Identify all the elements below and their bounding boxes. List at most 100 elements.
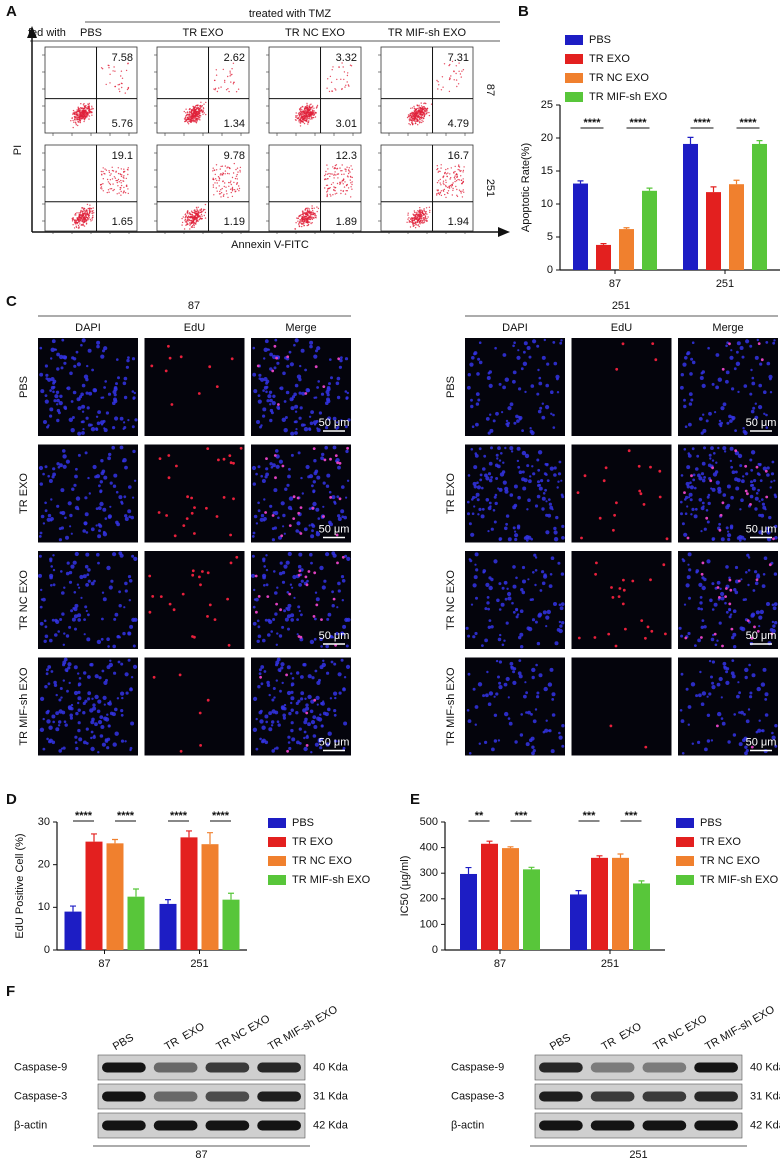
- nucleus-dot: [128, 579, 133, 583]
- edu-dot: [686, 536, 690, 540]
- event-dot: [453, 70, 455, 73]
- nucleus-dot: [80, 343, 83, 347]
- edu-dot: [285, 673, 288, 677]
- nucleus-dot: [478, 360, 483, 365]
- nucleus-dot: [549, 505, 554, 510]
- lane-label: TR MIF-sh EXO: [266, 1003, 340, 1053]
- nucleus-dot: [83, 671, 87, 675]
- event-dot: [344, 86, 346, 88]
- event-dot: [306, 102, 308, 105]
- event-dot: [201, 111, 203, 113]
- event-dot: [414, 122, 417, 125]
- event-dot: [75, 214, 77, 216]
- event-dot: [238, 187, 241, 190]
- nucleus-dot: [90, 423, 93, 427]
- nucleus-dot: [99, 480, 104, 484]
- nucleus-dot: [487, 607, 490, 611]
- event-dot: [196, 112, 199, 115]
- nucleus-dot: [63, 720, 67, 723]
- edu-dot: [617, 595, 621, 598]
- event-dot: [455, 79, 458, 81]
- nucleus-dot: [539, 589, 543, 592]
- nucleus-dot: [49, 389, 52, 392]
- nucleus-dot: [726, 503, 731, 508]
- nucleus-dot: [309, 639, 315, 645]
- event-dot: [117, 178, 120, 181]
- edu-dot: [151, 595, 155, 598]
- nucleus-dot: [42, 747, 46, 751]
- event-dot: [196, 107, 198, 110]
- bar: [201, 844, 219, 950]
- event-dot: [310, 115, 312, 117]
- event-dot: [202, 107, 205, 109]
- edu-dot: [627, 449, 631, 453]
- nucleus-dot: [465, 626, 469, 630]
- nucleus-dot: [524, 390, 527, 394]
- event-dot: [442, 182, 444, 184]
- event-dot: [447, 190, 450, 192]
- edu-dot: [205, 506, 208, 510]
- nucleus-dot: [265, 390, 268, 394]
- nucleus-dot: [471, 498, 474, 501]
- nucleus-dot: [265, 381, 269, 385]
- nucleus-dot: [291, 397, 294, 401]
- event-dot: [229, 72, 231, 74]
- nucleus-dot: [303, 746, 308, 752]
- nucleus-dot: [530, 430, 535, 436]
- event-dot: [303, 112, 306, 115]
- event-dot: [74, 222, 77, 224]
- event-dot: [77, 221, 79, 224]
- nucleus-dot: [308, 474, 314, 479]
- nucleus-dot: [70, 707, 74, 711]
- nucleus-dot: [316, 346, 321, 351]
- nucleus-dot: [686, 352, 690, 356]
- event-dot: [418, 217, 420, 220]
- nucleus-dot: [717, 486, 722, 491]
- nucleus-dot: [321, 585, 326, 590]
- legend-label: TR NC EXO: [700, 855, 760, 867]
- event-dot: [445, 185, 447, 188]
- event-dot: [220, 192, 223, 194]
- event-dot: [119, 90, 121, 93]
- nucleus-dot: [262, 638, 266, 643]
- nucleus-dot: [496, 464, 501, 469]
- event-dot: [84, 117, 86, 119]
- nucleus-dot: [294, 383, 299, 388]
- nucleus-dot: [75, 746, 79, 751]
- nucleus-dot: [257, 394, 261, 397]
- event-dot: [102, 178, 105, 180]
- nucleus-dot: [293, 343, 296, 347]
- nucleus-dot: [278, 459, 283, 464]
- edu-dot: [228, 454, 232, 457]
- nucleus-dot: [513, 421, 517, 425]
- nucleus-dot: [754, 507, 758, 511]
- nucleus-dot: [75, 711, 79, 716]
- nucleus-dot: [102, 695, 107, 701]
- nucleus-dot: [294, 404, 299, 409]
- error-bar: [486, 840, 493, 844]
- bar: [642, 190, 657, 270]
- event-dot: [84, 115, 87, 118]
- event-dot: [349, 175, 352, 178]
- nucleus-dot: [470, 398, 473, 402]
- nucleus-dot: [102, 507, 107, 512]
- nucleus-dot: [340, 509, 345, 514]
- nucleus-dot: [97, 561, 100, 565]
- event-dot: [422, 219, 424, 221]
- nucleus-dot: [517, 495, 521, 500]
- edu-dot: [650, 629, 654, 633]
- event-dot: [316, 106, 318, 108]
- nucleus-dot: [747, 708, 751, 711]
- nucleus-dot: [534, 504, 539, 508]
- event-dot: [231, 190, 234, 192]
- event-dot: [99, 184, 102, 186]
- nucleus-dot: [275, 449, 279, 453]
- nucleus-dot: [275, 464, 280, 469]
- edu-dot: [266, 595, 270, 598]
- nucleus-dot: [320, 702, 324, 705]
- event-dot: [83, 103, 85, 105]
- event-dot: [445, 173, 448, 175]
- event-dot: [415, 112, 417, 114]
- edu-dot: [199, 583, 202, 587]
